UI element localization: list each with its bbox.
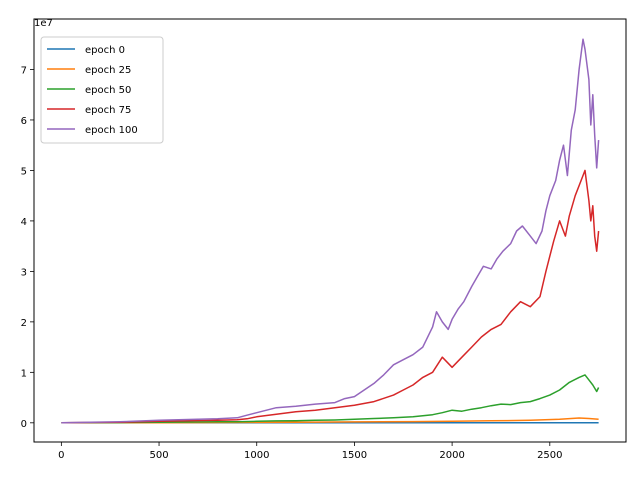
y-tick-label: 6 [21, 116, 27, 127]
legend-label: epoch 50 [85, 85, 131, 96]
x-tick-label: 1000 [244, 450, 269, 461]
legend-label: epoch 0 [85, 45, 125, 56]
plot-frame [33, 18, 627, 443]
y-tick-label: 5 [21, 166, 27, 177]
legend: epoch 0 epoch 25 epoch 50 epoch 75 epoch 100 [40, 36, 164, 144]
legend-box [40, 36, 164, 144]
series-line-3 [61, 169, 600, 424]
x-tick-label: 500 [149, 450, 168, 461]
x-tick-label: 1500 [342, 450, 367, 461]
y-tick-label: 0 [21, 419, 27, 430]
y-offset-label: 1e7 [34, 18, 53, 29]
x-axis: 0 500 1000 1500 2000 2500 [58, 442, 563, 461]
y-tick-label: 2 [21, 318, 27, 329]
y-axis: 0 1 2 3 4 5 6 7 [21, 65, 34, 430]
legend-label: epoch 25 [85, 65, 131, 76]
x-tick-label: 2500 [537, 450, 562, 461]
series-line-2 [61, 374, 600, 424]
legend-label: epoch 75 [85, 105, 131, 116]
y-tick-label: 4 [21, 217, 27, 228]
x-tick-label: 0 [58, 450, 64, 461]
series-line-4 [61, 38, 600, 424]
x-tick-label: 2000 [439, 450, 464, 461]
series-layer [61, 38, 600, 424]
y-tick-label: 1 [21, 368, 27, 379]
y-tick-label: 7 [21, 65, 27, 76]
legend-label: epoch 100 [85, 125, 138, 136]
y-tick-label: 3 [21, 267, 27, 278]
y-offset-label-group: 1e7 [34, 18, 53, 29]
